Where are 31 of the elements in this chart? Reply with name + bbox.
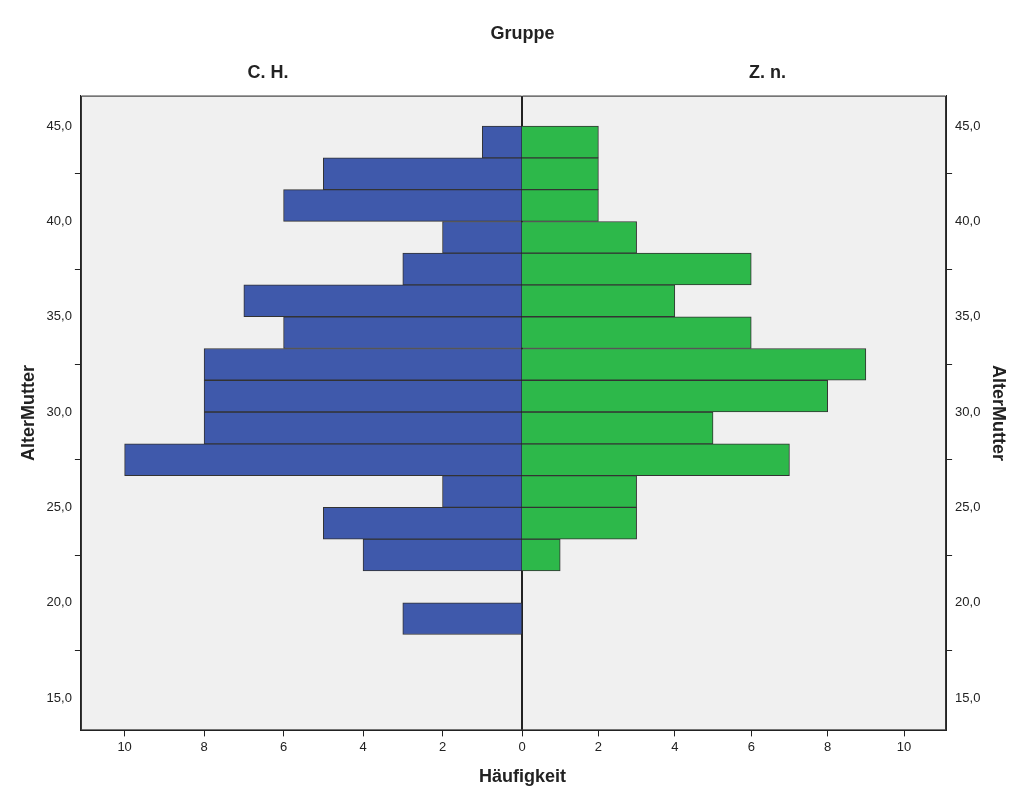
y-tick-label: 20,0 (955, 594, 981, 610)
text: Gruppe (490, 22, 555, 44)
y-tick-label: 45,0 (46, 117, 72, 133)
y-tick-label: 35,0 (955, 308, 981, 324)
chart-title: C. H. (247, 61, 289, 82)
x-tick-label: 4 (359, 738, 367, 754)
x-tick-label: 2 (438, 738, 447, 754)
x-axis-title: Häufigkeit (478, 766, 566, 786)
x-tick-label: 10 (117, 738, 132, 754)
y-axis-title: AlterMutter (989, 364, 1010, 462)
y-tick-label: 40,0 (46, 212, 72, 228)
x-tick-label: 8 (200, 738, 208, 754)
y-tick-label: 35,0 (46, 308, 72, 324)
x-tick-label: 2 (594, 738, 603, 754)
x-tick-label: 8 (824, 738, 832, 754)
y-tick-label: 45,0 (955, 117, 981, 133)
x-tick-label: 0 (518, 738, 526, 754)
y-tick-label: 20,0 (46, 594, 72, 610)
x-tick-label: 10 (896, 738, 912, 754)
y-tick-label: 25,0 (955, 498, 981, 514)
x-tick-label: 6 (279, 738, 288, 754)
y-tick-label: 25,0 (46, 498, 72, 514)
chart-title: Z. n. (749, 61, 786, 82)
x-tick-label: 6 (747, 738, 755, 754)
y-tick-label: 40,0 (955, 212, 981, 228)
y-tick-label: 15,0 (46, 689, 72, 705)
x-tick-label: 4 (671, 738, 679, 754)
y-axis-title: AlterMutter (17, 364, 38, 462)
y-tick-label: 30,0 (955, 403, 981, 419)
y-tick-label: 15,0 (955, 689, 981, 705)
y-tick-label: 30,0 (46, 403, 72, 419)
